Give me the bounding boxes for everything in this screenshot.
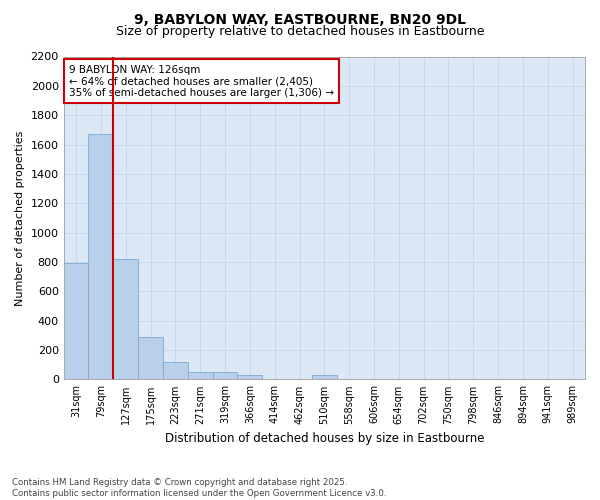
Bar [312, 375, 337, 380]
Text: Size of property relative to detached houses in Eastbourne: Size of property relative to detached ho… [116, 25, 484, 38]
Text: 9, BABYLON WAY, EASTBOURNE, BN20 9DL: 9, BABYLON WAY, EASTBOURNE, BN20 9DL [134, 12, 466, 26]
X-axis label: Distribution of detached houses by size in Eastbourne: Distribution of detached houses by size … [164, 432, 484, 445]
Text: 9 BABYLON WAY: 126sqm
← 64% of detached houses are smaller (2,405)
35% of semi-d: 9 BABYLON WAY: 126sqm ← 64% of detached … [69, 64, 334, 98]
Bar [188, 372, 212, 380]
Bar [163, 362, 188, 380]
Bar [64, 264, 88, 380]
Bar [212, 372, 238, 380]
Bar [238, 375, 262, 380]
Text: Contains HM Land Registry data © Crown copyright and database right 2025.
Contai: Contains HM Land Registry data © Crown c… [12, 478, 386, 498]
Y-axis label: Number of detached properties: Number of detached properties [15, 130, 25, 306]
Bar [113, 259, 138, 380]
Bar [138, 337, 163, 380]
Bar [88, 134, 113, 380]
